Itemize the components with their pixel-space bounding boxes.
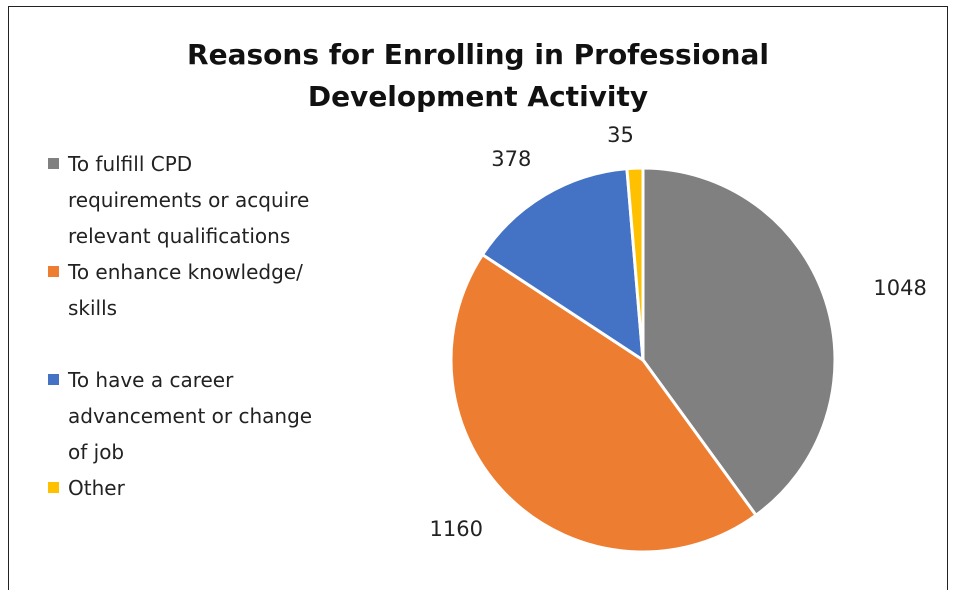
pie-slice-other <box>625 166 645 362</box>
pie-slice-career <box>480 167 645 362</box>
legend-item-knowledge: To enhance knowledge/ skills <box>46 254 366 326</box>
data-label-other: 35 <box>607 123 634 147</box>
legend-label-knowledge-line-1: To enhance knowledge/ <box>68 260 303 284</box>
legend-swatch-cpd <box>48 158 59 169</box>
pie-slice-cpd <box>641 166 837 517</box>
pie-slices <box>449 166 837 554</box>
legend-label-knowledge-line-2: skills <box>68 296 118 320</box>
chart-legend: To fulfill CPD requirements or acquire r… <box>46 146 366 506</box>
legend-item-other: Other <box>46 470 366 506</box>
legend-item-career: To have a career advancement or change o… <box>46 362 366 470</box>
legend-label-other-line-1: Other <box>68 476 125 500</box>
legend-item-cpd: To fulfill CPD requirements or acquire r… <box>46 146 366 254</box>
pie-slice-knowledge <box>449 253 758 554</box>
legend-swatch-other <box>48 482 59 493</box>
legend-label-career-line-2: advancement or change <box>68 404 313 428</box>
chart-title-line-2: Development Activity <box>307 80 649 113</box>
data-label-knowledge: 1160 <box>430 517 483 541</box>
chart-title: Reasons for Enrolling in Professional De… <box>0 34 956 118</box>
legend-label-cpd-line-2: requirements or acquire <box>68 188 310 212</box>
legend-label-career-line-3: of job <box>68 440 125 464</box>
data-label-cpd: 1048 <box>873 276 926 300</box>
data-label-career: 378 <box>491 147 531 171</box>
chart-title-line-1: Reasons for Enrolling in Professional <box>187 38 769 71</box>
legend-swatch-knowledge <box>48 266 59 277</box>
legend-label-cpd-line-3: relevant qualifications <box>68 224 291 248</box>
legend-label-cpd-line-1: To fulfill CPD <box>68 152 193 176</box>
legend-label-career-line-1: To have a career <box>68 368 234 392</box>
legend-swatch-career <box>48 374 59 385</box>
